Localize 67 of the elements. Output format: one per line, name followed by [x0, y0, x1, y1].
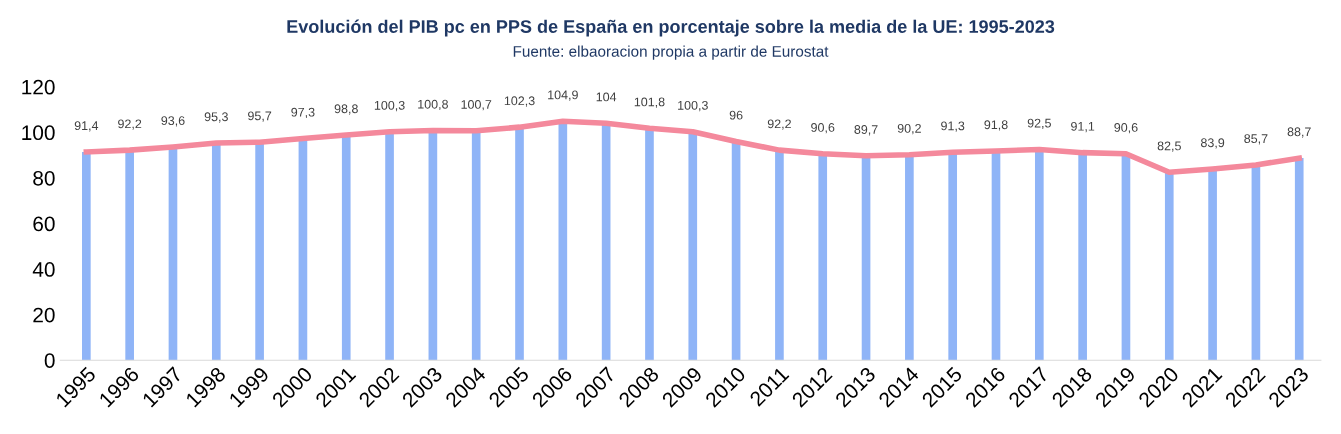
bar [1208, 169, 1217, 361]
data-label: 100,3 [374, 100, 405, 112]
bar [818, 153, 828, 361]
data-label: 95,7 [248, 111, 272, 122]
data-label: 100,7 [461, 100, 492, 111]
data-label: 91,3 [941, 121, 965, 132]
data-label: 90,6 [1114, 123, 1138, 134]
data-label: 90,2 [897, 123, 921, 135]
data-label: 104,9 [548, 90, 578, 101]
y-tick-label: 0 [44, 353, 55, 368]
data-label: 95,3 [204, 112, 228, 123]
bar [1164, 172, 1174, 361]
bar [775, 150, 784, 361]
bar [948, 152, 958, 361]
data-label: 104 [596, 92, 617, 102]
data-label: 92,2 [767, 119, 791, 130]
bar [515, 127, 524, 361]
bar [688, 131, 698, 361]
y-tick-label: 60 [33, 216, 55, 232]
bar [558, 121, 568, 361]
data-label: 82,5 [1157, 141, 1181, 152]
data-label: 88,7 [1287, 127, 1311, 138]
data-label: 97,3 [291, 107, 315, 119]
bar [168, 146, 178, 361]
y-tick-label: 20 [33, 307, 55, 323]
bar [905, 154, 914, 361]
bar [731, 141, 741, 361]
y-tick-label: 100 [22, 125, 55, 141]
bar [1034, 149, 1044, 361]
data-label: 92,2 [118, 119, 142, 130]
chart-title: Evolución del PIB pc en PPS de España en porcentaje sobre la media de la UE: 1995-2023 [287, 19, 1055, 37]
data-label: 100,3 [678, 100, 708, 112]
bar [341, 135, 351, 361]
bar [428, 130, 438, 361]
data-label: 90,6 [811, 123, 835, 134]
data-label: 101,8 [634, 97, 665, 108]
y-tick-label: 80 [33, 170, 55, 186]
data-label: 83,9 [1200, 138, 1225, 149]
data-label: 91,4 [74, 121, 99, 132]
bar [645, 128, 654, 361]
bar [255, 142, 264, 361]
data-label: 85,7 [1244, 134, 1268, 145]
data-label: 89,7 [854, 125, 878, 136]
bar [601, 123, 611, 361]
y-tick-label: 40 [32, 262, 55, 277]
bar [385, 131, 394, 361]
data-label: 98,8 [334, 104, 358, 115]
bar [1251, 164, 1261, 361]
bar [1121, 153, 1131, 361]
data-label: 93,6 [161, 116, 185, 127]
bar [861, 155, 871, 361]
data-label: 91,8 [984, 120, 1008, 131]
data-label: 96 [729, 110, 743, 120]
bar [1078, 152, 1087, 361]
data-label: 102,3 [504, 96, 535, 107]
bar [298, 138, 308, 361]
bar [211, 143, 221, 361]
data-label: 92,5 [1027, 118, 1051, 130]
bar [471, 130, 481, 361]
data-label: 100,8 [418, 99, 448, 111]
bar [991, 151, 1001, 361]
bar [125, 150, 134, 361]
chart-subtitle: Fuente: elbaoracion propia a partir de Eurostat [513, 45, 829, 60]
y-tick-label: 120 [22, 79, 55, 95]
data-label: 91,1 [1071, 121, 1095, 133]
bar [82, 151, 91, 361]
bar [1294, 158, 1304, 361]
